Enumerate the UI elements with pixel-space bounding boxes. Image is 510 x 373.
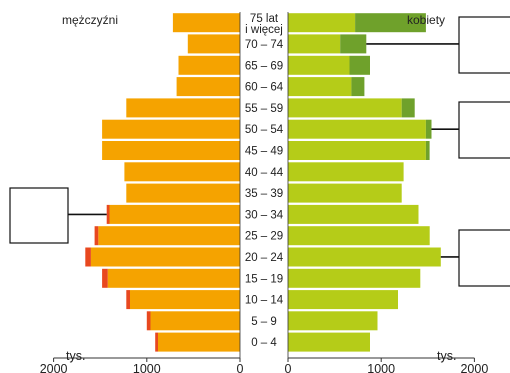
bar-female-60-64 bbox=[288, 77, 352, 97]
bar-female-excess-45-49 bbox=[425, 141, 430, 160]
age-label-5-9: 5 – 9 bbox=[251, 316, 277, 328]
bar-male-25-29 bbox=[98, 226, 240, 246]
bar-female-55-59 bbox=[288, 98, 402, 118]
male-bars bbox=[85, 13, 241, 352]
bar-male-5-9 bbox=[150, 311, 240, 331]
x-tick-labels: 2000 1000 0 0 1000 2000 bbox=[40, 358, 488, 373]
age-group-labels: 75 lat i więcej 70 – 74 65 – 69 60 – 64 55 – … bbox=[245, 13, 284, 349]
age-label-75-lat-i-wi-cej: 75 lat i więcej bbox=[245, 13, 283, 36]
age-label-50-54: 50 – 54 bbox=[245, 124, 284, 136]
bar-female-40-44 bbox=[288, 162, 404, 182]
annotation-box-right-20-24 bbox=[458, 229, 510, 287]
bar-female-excess-70-74 bbox=[340, 34, 367, 54]
annotation-boxes bbox=[9, 16, 510, 287]
age-label-55-59: 55 – 59 bbox=[245, 103, 283, 115]
age-label-30-34: 30 – 34 bbox=[245, 209, 284, 221]
bar-female-15-19 bbox=[288, 268, 421, 288]
bar-male-75-lat-i-wi-cej bbox=[172, 13, 240, 33]
bar-male-excess-10-14 bbox=[126, 290, 130, 310]
bar-female-10-14 bbox=[288, 290, 398, 310]
age-label-70-74: 70 – 74 bbox=[245, 39, 284, 51]
bar-male-60-64 bbox=[176, 77, 240, 97]
age-label-60-64: 60 – 64 bbox=[245, 82, 284, 94]
age-label-40-44: 40 – 44 bbox=[245, 167, 284, 179]
tick-label-left-1000: 1000 bbox=[133, 362, 161, 373]
bar-female-excess-60-64 bbox=[351, 77, 365, 97]
bar-male-45-49 bbox=[102, 141, 240, 160]
age-label-15-19: 15 – 19 bbox=[245, 273, 283, 285]
female-label: kobiety bbox=[407, 13, 445, 27]
tick-label-left-2000: 2000 bbox=[40, 362, 68, 373]
bar-male-excess-20-24 bbox=[85, 247, 91, 267]
bar-male-excess-30-34 bbox=[106, 204, 110, 224]
bar-female-35-39 bbox=[288, 183, 402, 203]
bar-male-excess-15-19 bbox=[102, 268, 108, 288]
bar-female-65-69 bbox=[288, 55, 350, 75]
bar-female-excess-75-lat-i-wi-cej bbox=[355, 13, 426, 33]
unit-label-right: tys. bbox=[437, 349, 456, 363]
annotation-box-right-70-74 bbox=[458, 16, 510, 74]
bar-male-40-44 bbox=[124, 162, 240, 182]
tick-label-right-1000: 1000 bbox=[367, 362, 395, 373]
bar-male-55-59 bbox=[126, 98, 240, 118]
bar-male-0-4 bbox=[158, 332, 240, 352]
bar-male-50-54 bbox=[102, 119, 240, 139]
bar-male-70-74 bbox=[187, 34, 240, 54]
bar-male-35-39 bbox=[126, 183, 240, 203]
bar-male-excess-5-9 bbox=[146, 311, 151, 331]
age-label-25-29: 25 – 29 bbox=[245, 231, 283, 243]
bar-female-excess-65-69 bbox=[349, 55, 370, 75]
bar-male-excess-25-29 bbox=[94, 226, 99, 246]
bar-female-excess-50-54 bbox=[425, 119, 432, 139]
bar-female-25-29 bbox=[288, 226, 430, 246]
male-label: mężczyźni bbox=[62, 13, 118, 27]
bar-female-30-34 bbox=[288, 204, 419, 224]
bar-female-70-74 bbox=[288, 34, 341, 54]
bar-male-excess-0-4 bbox=[155, 332, 158, 352]
tick-label-left-0: 0 bbox=[237, 362, 244, 373]
age-label-10-14: 10 – 14 bbox=[245, 295, 284, 307]
bar-male-20-24 bbox=[90, 247, 241, 267]
bar-female-excess-55-59 bbox=[401, 98, 415, 118]
bar-female-45-49 bbox=[288, 141, 426, 160]
age-label-20-24: 20 – 24 bbox=[245, 252, 284, 264]
female-bars bbox=[288, 13, 441, 352]
age-label-65-69: 65 – 69 bbox=[245, 60, 283, 72]
age-label-45-49: 45 – 49 bbox=[245, 146, 283, 158]
unit-label-left: tys. bbox=[66, 349, 85, 363]
tick-label-right-0: 0 bbox=[285, 362, 292, 373]
bar-male-15-19 bbox=[107, 268, 240, 288]
age-label-0-4: 0 – 4 bbox=[251, 337, 277, 349]
tick-label-right-2000: 2000 bbox=[460, 362, 488, 373]
bar-female-0-4 bbox=[288, 332, 370, 352]
annotation-box-right-50-54 bbox=[458, 101, 510, 159]
age-label-35-39: 35 – 39 bbox=[245, 188, 283, 200]
annotation-box-left-30-34 bbox=[9, 187, 69, 244]
bar-female-20-24 bbox=[288, 247, 441, 267]
bar-female-50-54 bbox=[288, 119, 426, 139]
bar-male-10-14 bbox=[130, 290, 240, 310]
bar-male-65-69 bbox=[178, 55, 240, 75]
bar-female-75-lat-i-wi-cej bbox=[288, 13, 356, 33]
bar-male-30-34 bbox=[109, 204, 240, 224]
bar-female-5-9 bbox=[288, 311, 378, 331]
